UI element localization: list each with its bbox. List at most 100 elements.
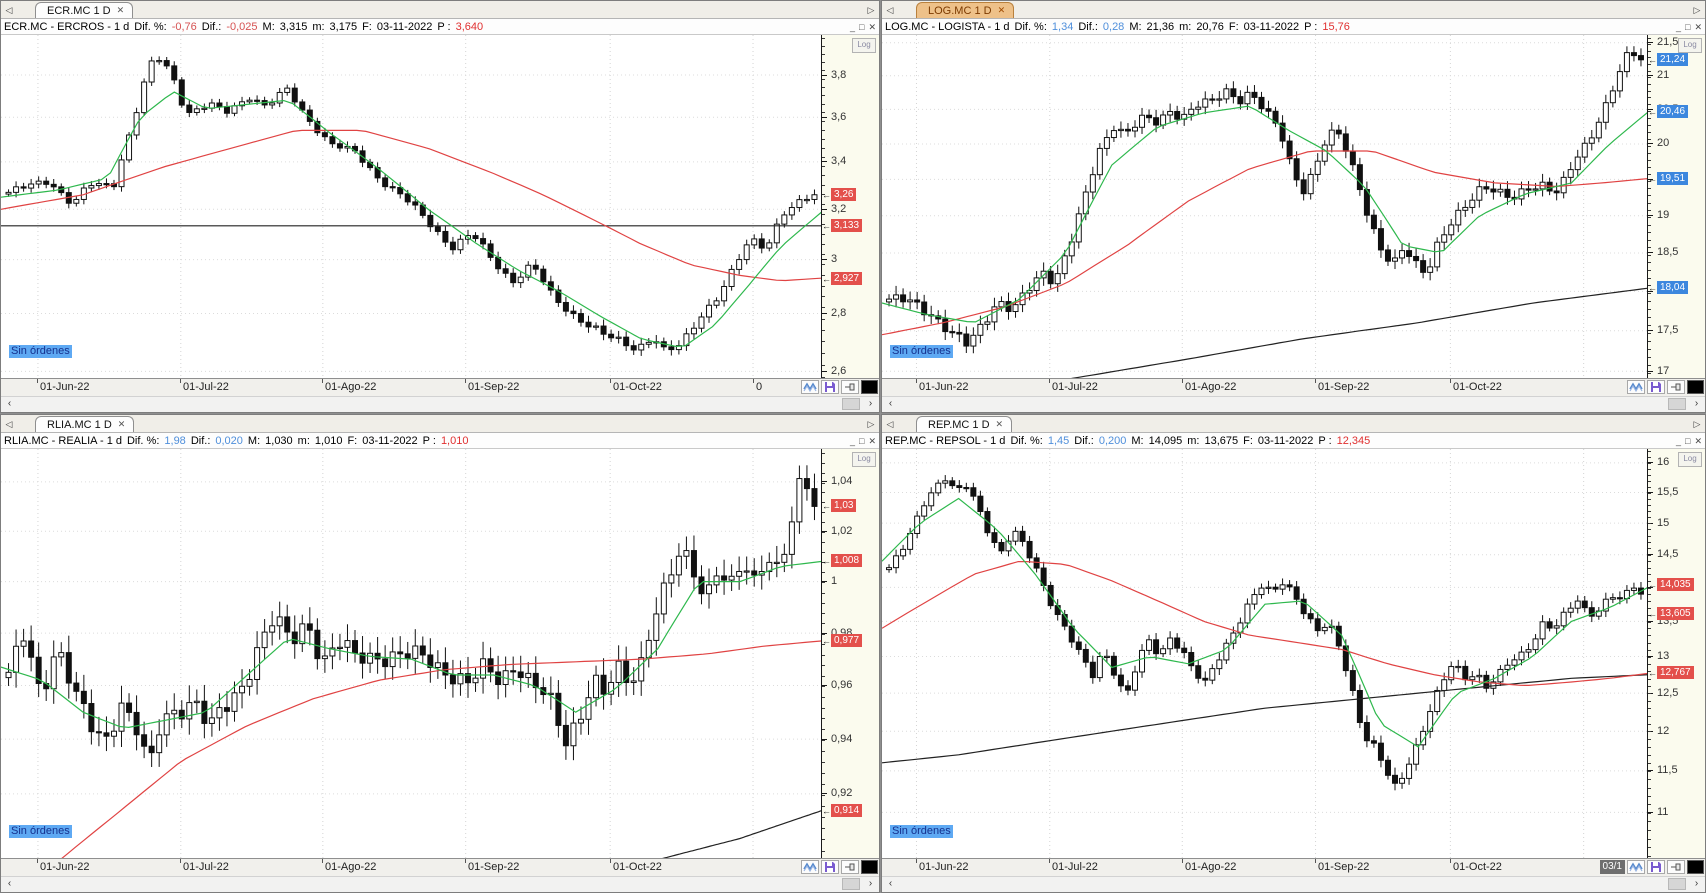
pin-icon[interactable] (1667, 380, 1685, 394)
log-scale-button[interactable]: Log (852, 452, 876, 467)
tab-scroll-left-icon[interactable]: ◁ (886, 5, 894, 15)
tab-scroll-left-icon[interactable]: ◁ (5, 5, 13, 15)
price-tick-minor (822, 593, 825, 594)
price-axis[interactable]: Log 1,04 1,02 1 0,98 0,96 0,94 0,92 ← 1,03 ← 1,008… (821, 449, 879, 858)
price-tick (1648, 291, 1653, 292)
session-date-value: 03-11-2022 (1243, 20, 1300, 33)
price-tick-minor (1648, 255, 1651, 256)
scroll-left-button[interactable]: ‹ (888, 398, 893, 409)
scroll-left-button[interactable]: ‹ (7, 398, 12, 409)
maximize-icon[interactable]: □ (1685, 435, 1691, 446)
price-tick (1648, 75, 1653, 76)
price-tick-minor (822, 473, 825, 474)
save-chart-icon[interactable] (821, 860, 839, 874)
tab-close-icon[interactable]: ✕ (116, 5, 125, 15)
chart-plot-area[interactable]: Sin órdenes (1, 449, 821, 858)
scroll-right-button[interactable]: › (868, 398, 873, 409)
scroll-right-button[interactable]: › (868, 878, 873, 889)
chart-tab[interactable]: REP.MC 1 D ✕ (916, 416, 1013, 432)
price-tick-label: 18,5 (1657, 246, 1679, 258)
price-tick-minor (822, 204, 825, 205)
black-screen-icon[interactable] (1687, 380, 1704, 394)
date-axis[interactable]: 01-Jun-22 01-Jul-22 01-Ago-22 01-Sep-22 01-O… (882, 378, 1705, 396)
indicator-wave-icon[interactable] (801, 380, 819, 394)
indicator-wave-icon[interactable] (801, 860, 819, 874)
horizontal-scrollbar[interactable]: ‹ › (1, 396, 879, 412)
dif-label: Dif.: (1074, 434, 1094, 447)
close-icon[interactable]: ✕ (868, 435, 876, 446)
price-tick-minor (1648, 181, 1651, 182)
price-tick-label: 19 (1657, 209, 1670, 221)
horizontal-scrollbar[interactable]: ‹ › (882, 876, 1705, 892)
maximize-icon[interactable]: □ (859, 21, 865, 32)
horizontal-scrollbar[interactable]: ‹ › (882, 396, 1705, 412)
date-axis[interactable]: 01-Jun-22 01-Jul-22 01-Ago-22 01-Sep-22 01-O… (1, 858, 879, 876)
black-screen-icon[interactable] (1687, 860, 1704, 874)
maximize-icon[interactable]: □ (1685, 21, 1691, 32)
save-chart-icon[interactable] (1647, 860, 1665, 874)
scrollbar-thumb[interactable] (842, 398, 860, 410)
chart-tab[interactable]: LOG.MC 1 D ✕ (916, 2, 1015, 18)
pin-icon[interactable] (841, 380, 859, 394)
save-chart-icon[interactable] (821, 380, 839, 394)
price-tick-minor (1648, 763, 1651, 764)
window-buttons: _ □ ✕ (1676, 434, 1705, 448)
scroll-left-button[interactable]: ‹ (888, 878, 893, 889)
log-scale-button[interactable]: Log (1678, 452, 1702, 467)
tab-scroll-right-icon[interactable]: ▷ (1693, 419, 1701, 429)
tab-scroll-right-icon[interactable]: ▷ (867, 5, 875, 15)
price-axis[interactable]: Log 21,52120,52019,51918,51817,517←21,24… (1647, 35, 1705, 378)
chart-plot-area[interactable]: Sin órdenes (1, 35, 821, 378)
scrollbar-thumb[interactable] (842, 878, 860, 890)
scrollbar-thumb[interactable] (1668, 878, 1686, 890)
log-scale-button[interactable]: Log (852, 38, 876, 53)
minimize-icon[interactable]: _ (850, 21, 856, 32)
black-screen-icon[interactable] (861, 380, 878, 394)
date-tick (322, 859, 323, 863)
chart-plot-area[interactable]: Sin órdenes (882, 35, 1647, 378)
tab-scroll-left-icon[interactable]: ◁ (886, 419, 894, 429)
price-tick-minor (822, 708, 825, 709)
price-axis[interactable]: Log 1615,51514,51413,51312,51211,511←14,… (1647, 449, 1705, 858)
price-tick (1648, 179, 1653, 180)
pin-icon[interactable] (841, 860, 859, 874)
minimize-icon[interactable]: _ (850, 435, 856, 446)
date-axis[interactable]: 01-Jun-22 01-Jul-22 01-Ago-22 01-Sep-22 01-O… (1, 378, 879, 396)
close-icon[interactable]: ✕ (1694, 435, 1702, 446)
indicator-wave-icon[interactable] (1627, 380, 1645, 394)
close-icon[interactable]: ✕ (1694, 21, 1702, 32)
price-tag-arrow-icon: ← (822, 635, 831, 646)
chart-tab[interactable]: ECR.MC 1 D ✕ (35, 2, 134, 18)
chart-plot-area[interactable]: Sin órdenes (882, 449, 1647, 858)
scrollbar-thumb[interactable] (1668, 398, 1686, 410)
price-tick-minor (822, 54, 825, 55)
date-axis[interactable]: 01-Jun-22 01-Jul-22 01-Ago-22 01-Sep-22 01-O… (882, 858, 1705, 876)
minimize-icon[interactable]: _ (1676, 435, 1682, 446)
tab-scroll-right-icon[interactable]: ▷ (867, 419, 875, 429)
tab-scroll-right-icon[interactable]: ▷ (1693, 5, 1701, 15)
close-icon[interactable]: ✕ (868, 21, 876, 32)
scroll-right-button[interactable]: › (1694, 398, 1699, 409)
price-tick-minor (1648, 481, 1651, 482)
tab-scroll-left-icon[interactable]: ◁ (5, 419, 13, 429)
chart-tab[interactable]: RLIA.MC 1 D ✕ (35, 416, 135, 432)
pin-icon[interactable] (1667, 860, 1685, 874)
price-tick-minor (822, 634, 825, 635)
tab-close-icon[interactable]: ✕ (997, 5, 1006, 15)
date-tick (37, 379, 38, 383)
tab-close-icon[interactable]: ✕ (995, 419, 1004, 429)
minimize-icon[interactable]: _ (1676, 21, 1682, 32)
scroll-left-button[interactable]: ‹ (7, 878, 12, 889)
maximize-icon[interactable]: □ (859, 435, 865, 446)
indicator-wave-icon[interactable] (1627, 860, 1645, 874)
price-axis[interactable]: Log 3,8 3,6 3,4 3,2 3 2,8 2,6 ← 3,26 ← 3,133 ← 2,927 (821, 35, 879, 378)
date-tick (180, 379, 181, 383)
black-screen-icon[interactable] (861, 860, 878, 874)
tab-close-icon[interactable]: ✕ (117, 419, 126, 429)
save-chart-icon[interactable] (1647, 380, 1665, 394)
price-tick-minor (1648, 724, 1651, 725)
log-scale-button[interactable]: Log (1678, 38, 1702, 53)
horizontal-scrollbar[interactable]: ‹ › (1, 876, 879, 892)
price-tick-minor (1648, 517, 1651, 518)
scroll-right-button[interactable]: › (1694, 878, 1699, 889)
